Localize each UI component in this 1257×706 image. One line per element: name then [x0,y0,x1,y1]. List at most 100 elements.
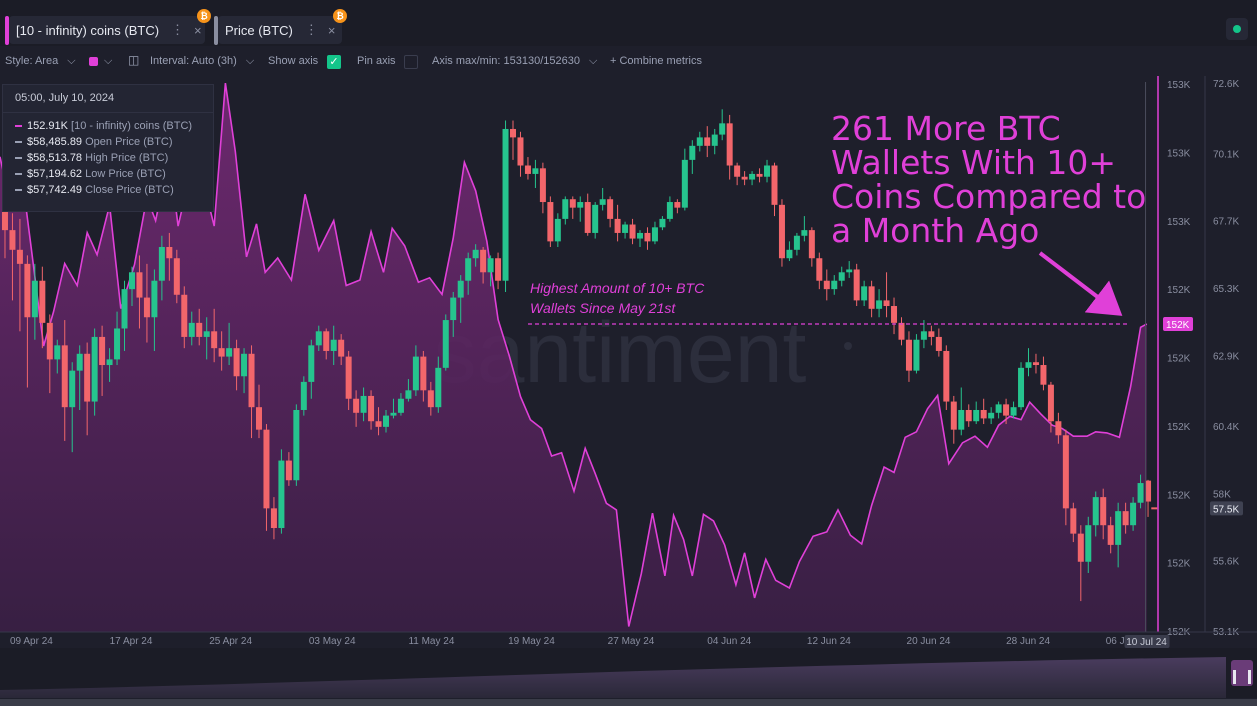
coins-axis-tick: 153K [1167,217,1191,228]
price-candle [136,255,143,329]
price-candle [1077,525,1084,602]
tab-price-metric[interactable]: Price (BTC) ⋮ × [218,16,342,44]
navigator-grip-icon [1248,670,1251,684]
tab-close-icon[interactable]: × [327,22,336,38]
candle-body [24,263,31,318]
candle-body [203,331,210,337]
candle-body [569,199,576,208]
pin-axis-checkbox[interactable] [404,55,418,69]
style-selector[interactable]: Style: Area ⌵ [5,55,76,68]
color-swatch[interactable] [89,57,98,66]
price-candle [711,128,718,155]
price-candle [218,331,225,371]
axis-maxmin-selector[interactable]: Axis max/min: 153130/152630 ⌵ [432,55,597,68]
price-candle [756,168,763,183]
price-candle [988,407,995,425]
candle-body [54,345,61,360]
price-candle [330,325,337,366]
price-candle [435,356,442,413]
candle-body [846,269,853,273]
price-candle [838,266,845,287]
candle-body [1115,511,1122,545]
show-axis-checkbox[interactable]: ✓ [327,55,341,69]
coins-axis-tick: 153K [1167,148,1191,159]
tab-options-icon[interactable]: ⋮ [304,22,318,37]
price-candle [696,131,703,152]
candle-body [622,224,629,233]
price-candle [368,390,375,430]
coins-axis-tick: 152K [1167,285,1191,296]
coins-area-fill [0,83,1147,633]
price-candle [1032,353,1039,374]
price-candle [554,213,561,247]
price-candle [84,342,91,436]
candle-body [1100,497,1107,526]
interval-label: Interval: Auto (3h) [150,55,237,67]
candle-body [838,272,845,281]
candle-body [1130,502,1137,526]
candle-body [674,202,681,208]
candle-body [218,348,225,357]
price-candle [457,275,464,323]
price-candle [853,263,860,307]
price-candle [719,109,726,141]
tab-options-icon[interactable]: ⋮ [171,22,185,37]
tab-price-label: Price (BTC) [225,22,293,38]
x-tick-label: 17 Apr 24 [110,636,153,647]
price-candle [1025,348,1032,377]
tab-coins-metric[interactable]: [10 - infinity) coins (BTC) ⋮ × [9,16,205,44]
status-dot-icon [1233,25,1241,33]
candle-body [592,204,599,233]
price-candle [465,252,472,295]
chevron-down-icon[interactable]: ⌵ [104,55,113,67]
price-candle [749,171,756,186]
candle-body [711,134,718,146]
price-candle [353,390,360,427]
tab-close-icon[interactable]: × [194,22,202,38]
candle-body [913,339,920,371]
navigator-handle[interactable] [1231,660,1253,686]
interval-selector[interactable]: Interval: Auto (3h) ⌵ [150,55,254,68]
price-candle [31,263,38,340]
legend-marker [15,125,22,128]
price-candle [831,275,838,295]
chevron-down-icon: ⌵ [245,55,255,67]
bitcoin-icon: ₿ [333,9,347,23]
price-candle [106,348,113,382]
price-candle [764,159,771,183]
annotation-headline: a Month Ago [831,211,1039,250]
candle-body [472,249,479,259]
x-tick-label: 09 Apr 24 [10,636,53,647]
price-candle [734,162,741,186]
candle-body [495,258,502,281]
price-candle [1122,502,1129,534]
candle-body [853,269,860,301]
price-candle [510,120,517,160]
candle-body [188,322,195,337]
price-candle [375,407,382,436]
candle-body [285,460,292,481]
price-candle [1018,362,1025,410]
legend-label: Open Price (BTC) [85,136,173,148]
candle-body [734,165,741,177]
price-axis-tick: 72.6K [1213,79,1239,90]
annotation-highest-amount: Wallets Since May 21st [530,300,676,316]
candle-body [756,173,763,177]
legend-label: [10 - infinity) coins (BTC) [71,120,193,132]
x-tick-label: 19 May 24 [508,636,555,647]
hover-legend: 05:00, July 10, 2024 152.91K [10 - infin… [2,84,214,212]
coins-axis-tick: 152K [1167,422,1191,433]
candle-body [584,202,591,233]
combine-metrics-button[interactable]: + Combine metrics [610,55,703,67]
price-candle [405,379,412,402]
navigator-area [0,657,1226,698]
status-dot-button[interactable] [1226,18,1248,40]
price-candle [46,314,53,394]
candle-body [397,398,404,413]
candle-body [988,412,995,419]
price-candle [666,196,673,222]
legend-date: 05:00, July 10, 2024 [15,92,115,104]
navigator-grip-icon [1233,670,1236,684]
price-candle [1003,398,1010,425]
